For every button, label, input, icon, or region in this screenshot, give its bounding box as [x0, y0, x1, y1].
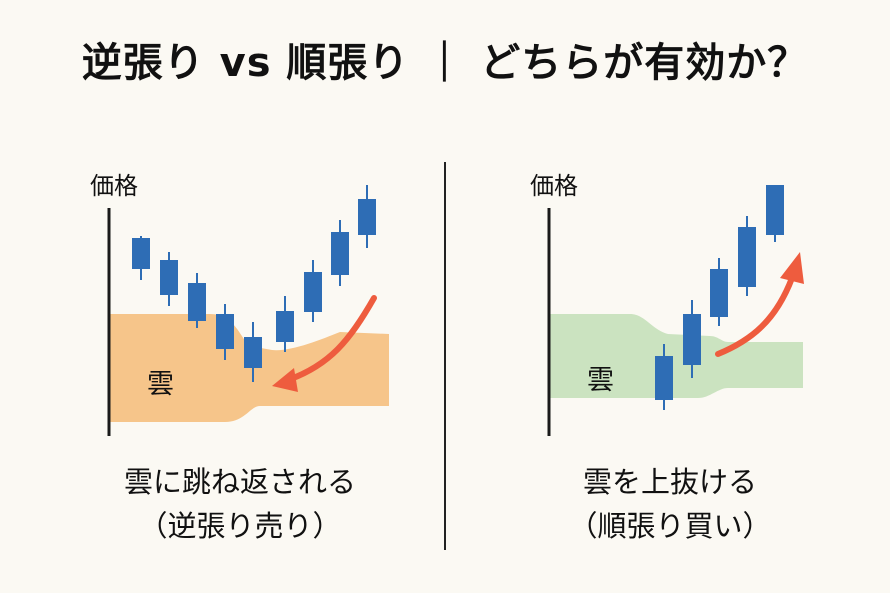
candle	[738, 216, 756, 296]
right-chart	[547, 185, 804, 436]
right-cloud	[550, 314, 803, 398]
right-panel: 価格 雲	[480, 160, 890, 450]
candle	[331, 220, 349, 286]
left-caption-line1: 雲に跳ね返される	[123, 465, 356, 499]
candle	[358, 185, 376, 248]
panel-divider	[444, 162, 446, 550]
right-arrow	[715, 252, 804, 357]
candle	[132, 236, 150, 280]
candle	[276, 296, 294, 352]
right-caption: 雲を上抜ける （順張り買い）	[460, 460, 880, 548]
candle	[160, 252, 178, 306]
candle	[710, 258, 728, 326]
left-axis-label: 価格	[90, 172, 138, 200]
diagram-title: 逆張り vs 順張り ｜ どちらが有効か？	[81, 40, 809, 86]
left-caption: 雲に跳ね返される （逆張り売り）	[30, 460, 450, 548]
candle	[188, 273, 206, 328]
left-panel: 価格 雲	[40, 160, 460, 450]
left-candles	[132, 185, 376, 382]
candle	[216, 304, 234, 360]
candle	[683, 300, 701, 378]
right-candles	[655, 185, 784, 410]
candle	[655, 344, 673, 410]
right-caption-line1: 雲を上抜ける	[582, 465, 757, 499]
candle	[304, 260, 322, 322]
left-cloud-label: 雲	[147, 369, 174, 400]
candle	[766, 185, 784, 242]
right-axis-label: 価格	[530, 172, 578, 200]
candle	[244, 322, 262, 382]
left-chart	[107, 185, 389, 436]
left-caption-line2: （逆張り売り）	[138, 509, 342, 543]
right-cloud-label: 雲	[587, 365, 614, 396]
left-arrow	[272, 295, 377, 392]
right-caption-line2: （順張り買い）	[568, 509, 772, 543]
